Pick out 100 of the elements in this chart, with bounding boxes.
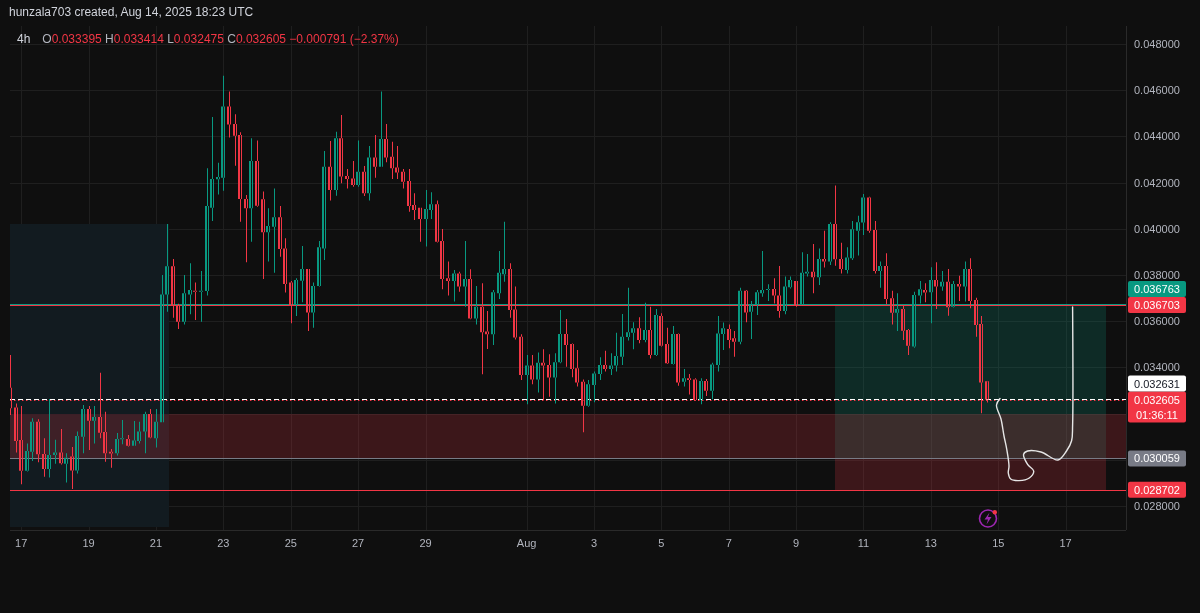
- candlestick: [300, 245, 304, 303]
- y-tick-label: 0.040000: [1134, 222, 1180, 235]
- candlestick: [558, 310, 562, 364]
- candlestick: [963, 261, 967, 302]
- candlestick: [351, 160, 355, 187]
- x-tick-label: 15: [992, 537, 1005, 549]
- x-tick-label: 3: [590, 537, 598, 549]
- text: 4h: [17, 32, 31, 46]
- candlestick: [345, 168, 349, 189]
- candlestick: [811, 244, 815, 294]
- candlestick: [530, 354, 534, 385]
- y-tick-label: 0.028000: [1134, 499, 1180, 512]
- candlestick: [586, 380, 590, 407]
- candlestick: [328, 141, 332, 201]
- candlestick: [614, 332, 618, 372]
- candlestick: [255, 140, 259, 207]
- candlestick: [536, 352, 540, 393]
- candlestick: [87, 405, 91, 451]
- candlestick: [637, 317, 641, 344]
- candlestick: [334, 131, 338, 196]
- candlestick: [384, 123, 388, 163]
- candlestick: [519, 334, 523, 381]
- candlestick: [609, 353, 613, 376]
- ref-line-label: 0.032605 01:36:11: [1134, 393, 1180, 421]
- candlestick: [828, 222, 832, 266]
- candlestick: [665, 327, 669, 364]
- candlestick: [373, 135, 377, 178]
- candlestick: [367, 146, 371, 201]
- x-tick-label: Aug: [516, 537, 537, 549]
- candlestick: [704, 378, 708, 397]
- y-tick-label: 0.044000: [1134, 130, 1180, 143]
- candlestick: [137, 421, 141, 444]
- candlestick: [676, 333, 680, 386]
- candlestick: [81, 405, 85, 454]
- candlestick: [452, 269, 456, 302]
- candlestick: [817, 248, 821, 285]
- candlestick: [42, 438, 46, 477]
- candlestick: [553, 353, 557, 404]
- candlestick: [390, 141, 394, 179]
- candlestick: [92, 405, 96, 444]
- x-tick-label: 19: [82, 537, 95, 549]
- candlestick: [564, 318, 568, 367]
- ref-line-label: 0.032631: [1134, 377, 1180, 390]
- candlestick: [699, 378, 703, 405]
- y-tick-label: 0.048000: [1134, 38, 1180, 51]
- candlestick: [957, 275, 961, 302]
- candlestick: [395, 146, 399, 179]
- candlestick: [339, 114, 343, 184]
- candlestick: [833, 185, 837, 266]
- candlestick: [603, 350, 607, 372]
- x-tick-label: 17: [1059, 537, 1072, 549]
- candlestick: [923, 283, 927, 303]
- candlestick: [36, 419, 40, 463]
- text: O0.033395 H0.033414 L0.032475 C0.032605 −0.000791 (−2.37%): [42, 32, 399, 46]
- candlestick: [940, 271, 944, 291]
- x-tick-label: 11: [857, 537, 870, 549]
- candlestick: [654, 308, 658, 357]
- candlestick: [710, 362, 714, 400]
- candlestick: [525, 354, 529, 405]
- candlestick: [244, 195, 248, 263]
- candlestick: [120, 420, 124, 445]
- text: hunzala703 created, Aug 14, 2025 18:23 UTC: [9, 5, 254, 19]
- y-tick-label: 0.034000: [1134, 361, 1180, 374]
- candlestick: [266, 208, 270, 262]
- candlestick: [446, 261, 450, 296]
- candlestick: [261, 191, 265, 279]
- x-tick-label: 29: [419, 537, 432, 549]
- candlestick: [547, 354, 551, 397]
- candlestick: [772, 278, 776, 304]
- x-tick-label: 5: [658, 537, 665, 549]
- candlestick: [659, 313, 663, 347]
- candlestick: [805, 253, 809, 277]
- candlestick: [671, 326, 675, 365]
- ref-line-label: 0.030059: [1134, 452, 1180, 465]
- candlestick: [598, 357, 602, 381]
- candlestick: [682, 369, 686, 387]
- x-tick-label: 21: [149, 537, 163, 549]
- candlestick: [687, 374, 691, 395]
- candlestick: [401, 168, 405, 189]
- candlestick: [132, 420, 136, 446]
- y-tick-label: 0.038000: [1134, 269, 1180, 281]
- candlestick: [154, 408, 158, 448]
- candlestick: [839, 242, 843, 274]
- candlestick: [148, 408, 152, 439]
- candlestick: [249, 138, 253, 242]
- candlestick: [227, 91, 231, 138]
- candlestick: [788, 276, 792, 289]
- candlestick: [109, 448, 113, 468]
- candlestick: [53, 439, 57, 464]
- candlestick: [457, 271, 461, 292]
- candlestick: [766, 284, 770, 302]
- candlestick: [356, 140, 360, 187]
- candlestick: [64, 453, 68, 483]
- ref-line-label: 0.036763: [1134, 282, 1180, 295]
- candlestick: [485, 311, 489, 349]
- candlestick: [115, 432, 119, 456]
- x-tick-label: 7: [725, 537, 732, 549]
- candlestick: [272, 188, 276, 273]
- ref-line-label: 0.028702: [1134, 483, 1180, 496]
- x-tick-label: 13: [924, 537, 937, 549]
